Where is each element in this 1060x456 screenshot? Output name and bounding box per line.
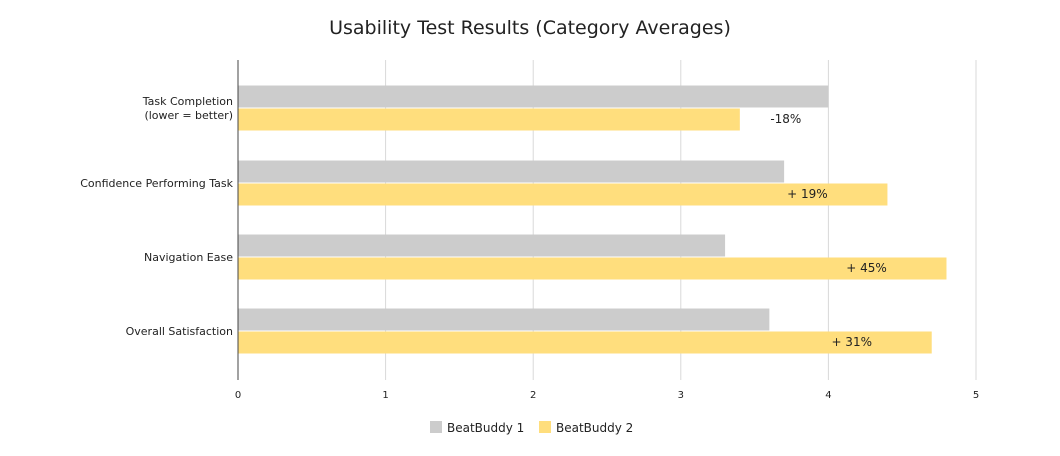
data-label: + 31% [831,335,872,349]
legend-swatch [539,421,551,433]
chart-title: Usability Test Results (Category Average… [329,17,731,39]
x-tick-label: 1 [382,390,388,401]
data-label: + 45% [846,261,887,275]
bar-beatbuddy-1 [238,234,726,257]
data-label: + 19% [787,187,828,201]
category-label: Navigation Ease [144,251,233,264]
legend-label: BeatBuddy 1 [447,421,524,435]
category-label: (lower = better) [144,109,233,122]
labels: 0 1 2 3 4 5 Task Completion(lower = better) -18… [80,95,979,401]
bar-beatbuddy-2 [238,331,932,354]
legend: BeatBuddy 1 BeatBuddy 2 [430,421,633,435]
category-label: Confidence Performing Task [80,177,233,190]
bars [238,85,947,354]
category-label: Overall Satisfaction [126,325,233,338]
category-label: Task Completion [142,95,233,108]
bar-beatbuddy-2 [238,183,888,206]
x-tick-label: 5 [973,390,979,401]
x-tick-label: 2 [530,390,536,401]
x-tick-label: 0 [235,390,241,401]
legend-swatch [430,421,442,433]
x-tick-label: 3 [678,390,684,401]
legend-label: BeatBuddy 2 [556,421,633,435]
bar-beatbuddy-2 [238,257,947,280]
bar-beatbuddy-1 [238,308,770,331]
data-label: -18% [770,112,801,126]
bar-beatbuddy-1 [238,160,785,183]
bar-beatbuddy-1 [238,85,829,108]
bar-beatbuddy-2 [238,108,740,131]
x-tick-label: 4 [825,390,831,401]
